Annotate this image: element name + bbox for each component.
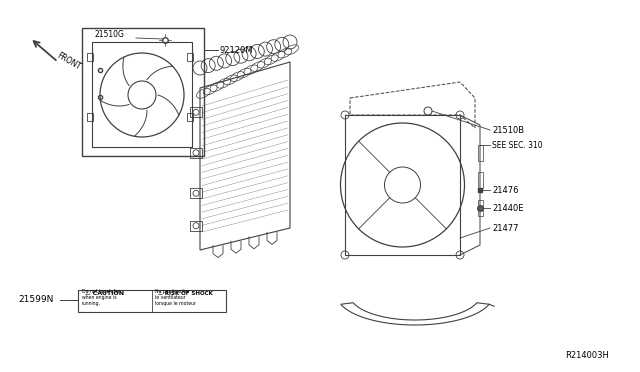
Text: 21599N: 21599N [18, 295, 53, 305]
Text: Ne pas toucher
le ventilateur
lorsque le moteur: Ne pas toucher le ventilateur lorsque le… [155, 289, 196, 306]
Text: 21510G: 21510G [94, 30, 124, 39]
Bar [478, 172, 483, 188]
Text: 21440E: 21440E [492, 203, 524, 212]
Text: 21476: 21476 [492, 186, 518, 195]
Text: FRONT: FRONT [55, 51, 82, 72]
Bar [87, 113, 93, 121]
Bar [190, 148, 202, 158]
Text: 21477: 21477 [492, 224, 518, 232]
Text: 21510B: 21510B [492, 125, 524, 135]
Text: R214003H: R214003H [565, 351, 609, 360]
Text: ⚠ CAUTION: ⚠ CAUTION [85, 291, 124, 296]
Bar [478, 144, 483, 160]
Bar [190, 107, 202, 117]
Bar [82, 28, 204, 156]
Bar [190, 221, 202, 231]
Bar [78, 290, 226, 312]
Bar [87, 53, 93, 61]
Text: Do not touch fan
when engine is
running.: Do not touch fan when engine is running. [82, 289, 120, 306]
Bar [478, 199, 483, 215]
Text: 92120M: 92120M [220, 45, 253, 55]
Bar [187, 53, 193, 61]
Bar [92, 42, 192, 147]
Bar [190, 188, 202, 198]
Bar [187, 113, 193, 121]
Text: ⚠ RISK OF SHOCK: ⚠ RISK OF SHOCK [158, 291, 213, 296]
Text: SEE SEC. 310: SEE SEC. 310 [492, 141, 543, 150]
